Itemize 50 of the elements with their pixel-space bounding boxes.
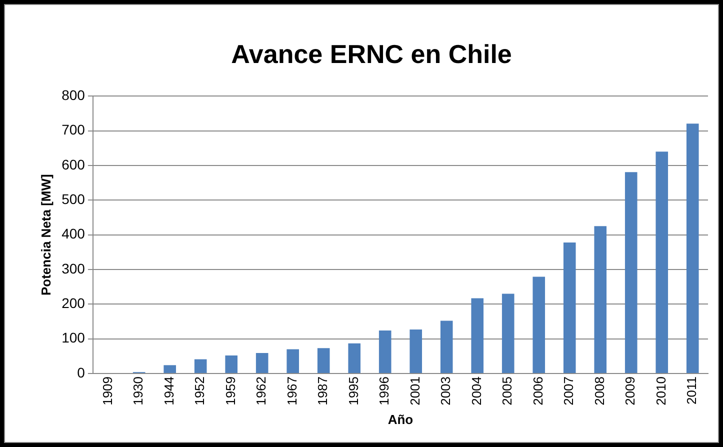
x-tick-label: 1944 [161, 376, 176, 406]
y-tick-label: 800 [62, 87, 86, 104]
x-tick-label: 1967 [284, 376, 300, 406]
x-tick-label: 1959 [222, 376, 238, 406]
bar [594, 226, 607, 373]
x-tick-label: 1930 [130, 376, 146, 406]
bar [656, 152, 668, 373]
x-tick-label: 2003 [438, 376, 454, 406]
y-tick-label: 0 [77, 364, 86, 380]
bar [502, 294, 514, 373]
bar [532, 276, 546, 373]
bar [256, 353, 268, 373]
bar [378, 330, 392, 373]
bar [348, 343, 360, 373]
x-tick-label: 2005 [500, 376, 515, 406]
x-tick-label: 2006 [530, 376, 546, 406]
bar [624, 172, 638, 373]
x-tick-label: 1996 [376, 376, 392, 406]
y-tick-label: 700 [62, 122, 86, 138]
bar [471, 298, 484, 373]
x-tick-label: 1952 [192, 376, 208, 406]
x-tick-label: 1987 [315, 376, 330, 406]
x-tick-label: 2011 [684, 376, 700, 404]
bar [286, 349, 299, 373]
y-tick-label: 200 [62, 295, 86, 312]
bar [225, 355, 238, 373]
x-tick-label: 2008 [592, 376, 607, 406]
y-tick-label: 400 [62, 226, 86, 242]
x-tick-label: 1962 [254, 376, 269, 406]
bar [317, 348, 330, 373]
bar [440, 320, 453, 373]
x-tick-label: 2007 [561, 376, 576, 406]
y-axis-title: Potencia Neta [MW] [38, 174, 54, 296]
y-tick-label: 500 [62, 191, 86, 208]
x-tick-label: 1909 [100, 376, 115, 406]
chart-title: Avance ERNC en Chile [231, 38, 512, 69]
x-tick-label: 2001 [407, 376, 422, 406]
bar [194, 359, 207, 373]
bar [563, 242, 576, 373]
x-tick-label: 2004 [468, 376, 484, 406]
x-tick-label: 2010 [653, 376, 668, 406]
y-tick-label: 300 [62, 260, 86, 276]
bar [164, 365, 176, 373]
x-tick-label: 2009 [622, 376, 638, 406]
bar [686, 124, 699, 373]
x-axis-title: Año [388, 412, 414, 427]
x-tick-label: 1995 [346, 376, 361, 406]
bar [410, 329, 422, 373]
y-tick-label: 600 [62, 156, 86, 172]
y-tick-label: 100 [62, 330, 86, 346]
